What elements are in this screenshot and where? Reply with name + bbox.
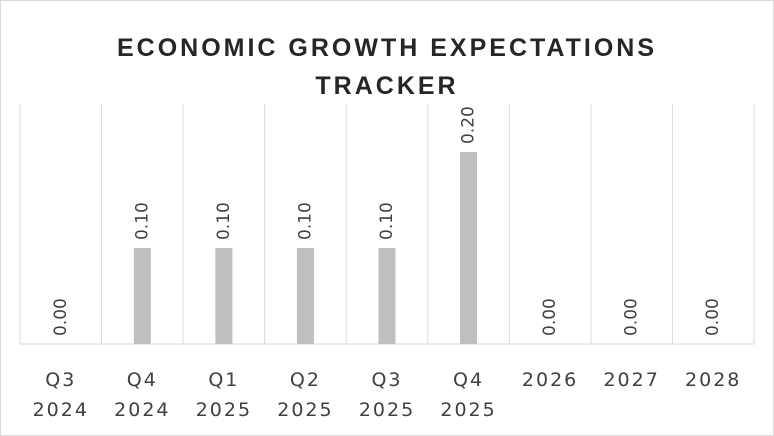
value-label: 0.10 <box>132 202 152 240</box>
bar <box>133 248 151 344</box>
chart-title-box: ECONOMIC GROWTH EXPECTATIONS TRACKER <box>1 29 773 105</box>
value-label: 0.00 <box>703 298 723 336</box>
value-label: 0.20 <box>459 106 479 144</box>
x-tick-label: Q4 2024 <box>114 369 171 421</box>
bar <box>215 248 233 344</box>
bar <box>378 248 396 344</box>
value-label: 0.00 <box>51 298 71 336</box>
x-tick-label: Q3 2024 <box>32 369 89 421</box>
value-label: 0.10 <box>295 202 315 240</box>
chart-title: ECONOMIC GROWTH EXPECTATIONS TRACKER <box>116 34 658 100</box>
x-tick-label: Q3 2025 <box>358 369 416 421</box>
value-label: 0.10 <box>214 202 234 240</box>
x-tick-label: 2028 <box>685 369 742 391</box>
bar <box>460 152 478 344</box>
x-tick-label: 2026 <box>521 369 579 391</box>
bar <box>296 248 314 344</box>
x-tick-label: Q4 2025 <box>440 369 497 421</box>
value-label: 0.00 <box>540 298 560 336</box>
x-tick-label: Q1 2025 <box>195 369 253 421</box>
x-tick-label: 2027 <box>603 369 660 391</box>
x-tick-label: Q2 2025 <box>277 369 334 421</box>
value-label: 0.10 <box>377 202 397 240</box>
value-label: 0.00 <box>622 298 642 336</box>
